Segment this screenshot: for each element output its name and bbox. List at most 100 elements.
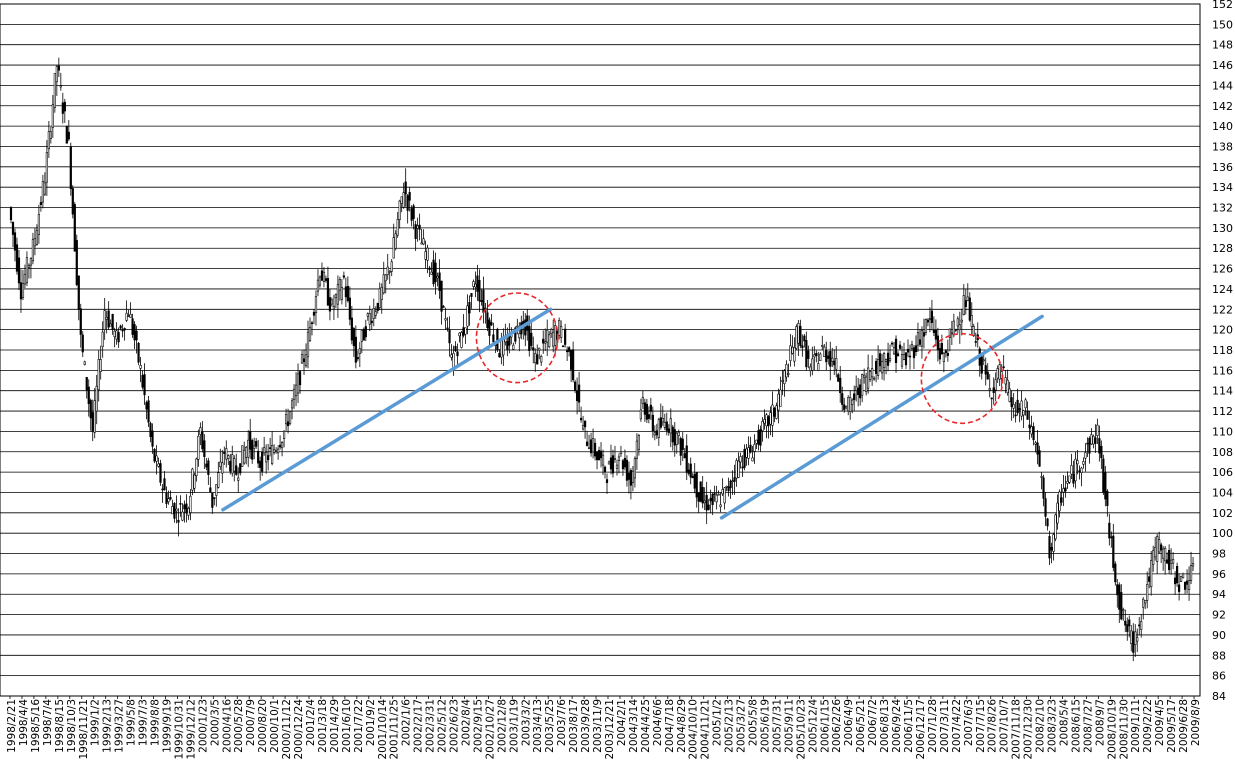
candle-body [356, 357, 359, 360]
x-axis-ticks: 1998/2/21 1998/4/4 1998/5/16 1998/7/4 1998/8… [6, 696, 1202, 760]
candle-body [171, 506, 174, 515]
candle-body [745, 448, 748, 458]
candle-body [416, 225, 419, 229]
candle-body [424, 251, 427, 260]
candle-body [904, 352, 908, 366]
candle-body [733, 477, 736, 482]
candle-body [797, 323, 800, 344]
candle-body [69, 146, 72, 190]
x-tick-label: 2004/7/18 [664, 699, 676, 753]
candle-body [1166, 559, 1169, 564]
candle-body [304, 354, 308, 367]
candle-body [1010, 397, 1013, 407]
candle-body [472, 281, 475, 287]
candle-body [261, 451, 264, 472]
x-tick-label: 1999/12/12 [185, 699, 197, 760]
candle-body [486, 312, 489, 328]
candle-body [725, 485, 728, 488]
x-tick-label: 1999/7/3 [138, 699, 150, 746]
candle-body [350, 317, 353, 341]
candle-body [737, 460, 740, 478]
candle-body [41, 180, 44, 203]
candle-body [265, 451, 268, 463]
x-tick-label: 2001/11/25 [389, 699, 401, 760]
candle-body [482, 289, 485, 313]
candle-body [432, 259, 435, 285]
candle-body [1054, 514, 1057, 540]
candle-body [777, 393, 780, 411]
candle-body [639, 409, 642, 420]
candle-body [109, 323, 112, 327]
candle-body [871, 368, 874, 378]
candle-body [771, 404, 774, 426]
candle-body [169, 497, 172, 500]
x-tick-label: 2008/2/10 [1035, 699, 1047, 753]
candle-body [795, 326, 798, 349]
candle-body [970, 315, 973, 327]
candle-body [1102, 458, 1105, 493]
y-tick-label: 86 [1212, 670, 1226, 683]
candle-body [1074, 458, 1077, 482]
candle-body [659, 417, 662, 428]
y-tick-label: 90 [1212, 629, 1226, 642]
candle-body [137, 342, 140, 363]
candle-body [191, 468, 194, 491]
candle-body [135, 330, 138, 341]
candle-body [205, 463, 208, 468]
x-tick-label: 2003/4/13 [532, 699, 544, 753]
candle-body [1136, 637, 1139, 642]
candle-body [153, 448, 156, 462]
y-tick-label: 108 [1212, 446, 1233, 459]
candle-body [564, 328, 567, 345]
x-tick-label: 2008/6/15 [1070, 699, 1082, 753]
candle-body [247, 439, 250, 458]
y-tick-label: 138 [1212, 140, 1233, 153]
candle-body [625, 459, 629, 481]
x-tick-label: 2007/4/22 [951, 699, 963, 753]
candle-body [512, 344, 515, 350]
candle-body [11, 222, 15, 235]
candle-body [404, 181, 407, 195]
candle-body [442, 306, 445, 308]
x-tick-label: 1998/4/4 [18, 699, 30, 746]
candle-body [715, 494, 718, 503]
candle-body [175, 508, 178, 512]
candle-body [1030, 426, 1033, 435]
candle-body [1138, 624, 1141, 627]
candle-body [231, 454, 234, 474]
candle-body [1082, 461, 1085, 465]
candle-body [492, 334, 495, 343]
candle-body [621, 460, 625, 470]
candle-body [346, 285, 349, 301]
candle-body [21, 283, 25, 298]
candle-body [1175, 566, 1179, 584]
candle-body [934, 330, 938, 340]
candle-body [645, 403, 648, 420]
candle-body [693, 473, 696, 489]
candle-body [667, 428, 670, 433]
candle-body [932, 329, 936, 333]
candle-body [1026, 410, 1029, 420]
candle-body [972, 326, 975, 336]
candle-body [835, 358, 838, 370]
candle-body [310, 322, 314, 325]
x-tick-label: 2000/12/24 [293, 699, 305, 760]
candle-body [570, 349, 573, 370]
candle-body [1120, 592, 1123, 620]
candle-body [1090, 434, 1093, 445]
candle-body [709, 497, 712, 502]
candle-body [121, 329, 124, 332]
candle-body [306, 331, 310, 358]
x-tick-label: 1998/7/4 [42, 699, 54, 746]
candle-body [199, 427, 202, 435]
candle-body [1142, 598, 1145, 608]
candle-body [127, 315, 130, 317]
candle-body [847, 397, 850, 412]
candle-body [1038, 450, 1041, 467]
candle-body [681, 438, 684, 450]
candle-body [603, 466, 607, 473]
candle-body [687, 469, 690, 474]
candle-body [948, 328, 951, 338]
candle-body [241, 445, 244, 467]
